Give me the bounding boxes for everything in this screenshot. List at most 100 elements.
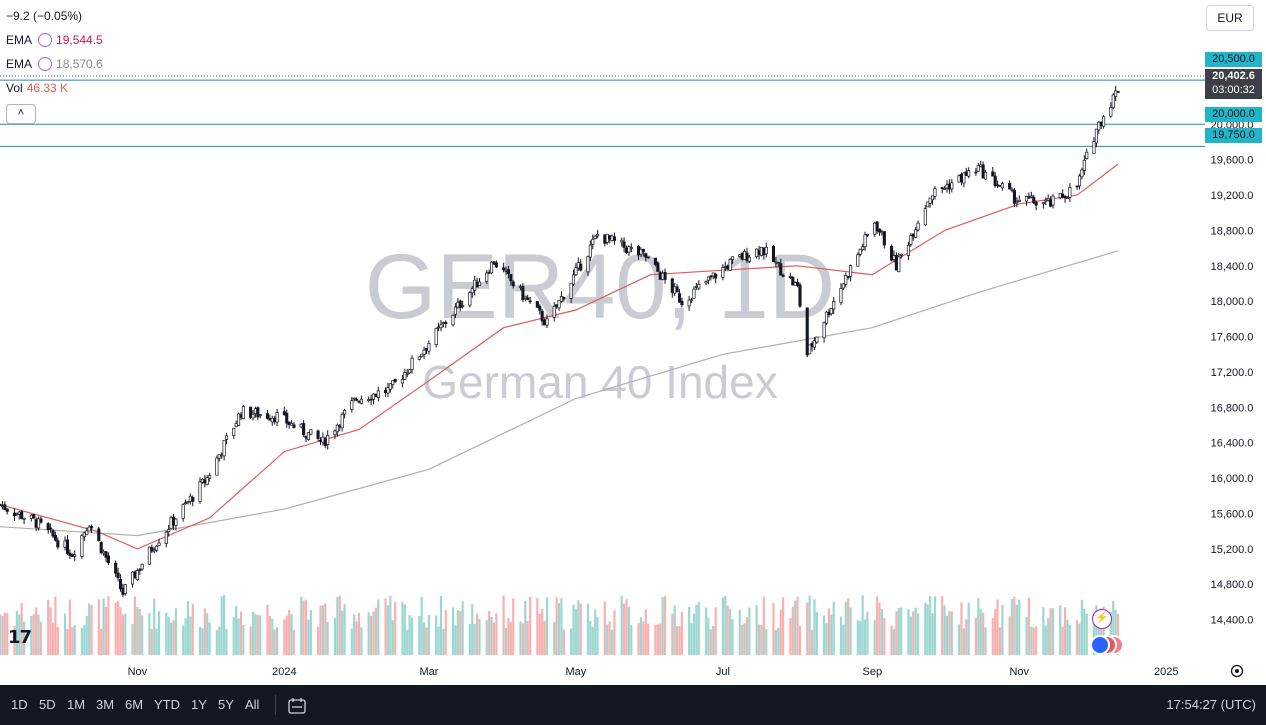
candle-body: [543, 319, 547, 326]
volume-bar: [907, 609, 910, 655]
candle-body: [224, 435, 229, 440]
candle-body: [494, 262, 498, 268]
candle-body: [639, 249, 643, 255]
candle-body: [1049, 199, 1053, 207]
candle-body: [1116, 91, 1120, 93]
candle-body: [976, 165, 980, 172]
candle-body: [656, 262, 660, 272]
volume-bar: [51, 622, 55, 655]
volume-bar: [389, 595, 392, 655]
candle-body: [1008, 183, 1012, 190]
range-5d-button[interactable]: 5D: [39, 697, 56, 712]
candle-body: [458, 300, 462, 308]
volume-bar: [369, 615, 373, 655]
ema-settings-icon[interactable]: [38, 33, 53, 47]
volume-bar: [541, 608, 544, 655]
volume-bar: [1018, 599, 1021, 655]
volume-bar: [172, 620, 175, 655]
candle-body: [1034, 201, 1038, 206]
volume-bar: [208, 622, 211, 655]
volume-bar: [32, 614, 35, 655]
x-tick-label: Nov: [1009, 666, 1029, 678]
y-tick-label: 18,000.0: [1211, 296, 1254, 308]
candle-body: [704, 281, 708, 284]
volume-bar: [1083, 608, 1086, 655]
volume-bar: [35, 607, 38, 655]
y-tick-label: 19,600.0: [1211, 155, 1254, 167]
currency-selector[interactable]: EUR: [1206, 5, 1254, 31]
last-price-value: 20,402.6: [1212, 70, 1255, 82]
volume-bar: [100, 628, 103, 655]
volume-legend[interactable]: Vol 46.33 K: [6, 81, 68, 95]
y-tick-label: 16,400.0: [1211, 438, 1254, 450]
volume-bar: [663, 596, 667, 655]
volume-bar: [167, 616, 170, 655]
price-axis[interactable]: 14,400.0 14,800.0 15,200.0 15,600.0 16,000.0…: [1211, 84, 1254, 627]
candle-body: [393, 378, 397, 383]
volume-bar: [1051, 608, 1055, 655]
volume-bar: [929, 595, 932, 655]
candle-body: [352, 397, 356, 400]
candle-body: [610, 235, 614, 241]
utc-clock[interactable]: 17:54:27 (UTC): [1166, 697, 1256, 712]
collapse-legend-button[interactable]: ˄: [6, 104, 36, 124]
candle-body: [468, 292, 472, 306]
candle-body: [97, 528, 101, 542]
candle-body: [957, 175, 961, 183]
candle-body: [205, 477, 209, 485]
candle-body: [916, 222, 920, 231]
ema-settings-icon[interactable]: [38, 57, 53, 71]
price-chart[interactable]: GER40, 1D German 40 Index 14,400.014,800…: [0, 0, 1266, 685]
volume-bar: [182, 625, 185, 655]
ema-slow-legend[interactable]: EMA 18,570.6: [6, 57, 103, 71]
candle-body: [1075, 185, 1079, 188]
volume-bar: [13, 625, 16, 655]
volume-bar: [490, 616, 493, 655]
candle-body: [258, 414, 262, 416]
range-3m-button[interactable]: 3M: [96, 697, 115, 712]
calendar-range-icon[interactable]: [287, 696, 307, 716]
time-axis[interactable]: Nov 2024 Mar May Jul Sep Nov 2025: [128, 666, 1179, 678]
volume-bar: [873, 620, 876, 655]
volume-bar: [63, 613, 67, 655]
range-1y-button[interactable]: 1Y: [191, 697, 207, 712]
volume-bar: [745, 617, 749, 655]
candle-body: [487, 271, 491, 274]
range-6m-button[interactable]: 6M: [125, 697, 144, 712]
volume-bar: [425, 627, 428, 655]
candle-body: [620, 239, 624, 243]
volume-bar: [974, 617, 978, 655]
volume-bar: [1, 615, 4, 655]
volume-bar: [254, 613, 257, 655]
candle-body: [680, 300, 684, 306]
candle-body: [762, 248, 766, 256]
range-5y-button[interactable]: 5Y: [218, 697, 234, 712]
bar-countdown: 03:00:32: [1212, 84, 1255, 96]
volume-bar: [519, 621, 522, 655]
candle-body: [268, 418, 272, 421]
lightning-icon[interactable]: ⚡: [1092, 609, 1112, 629]
level-tag-20000[interactable]: 20,000.0: [1205, 107, 1262, 122]
volume-bar: [341, 610, 344, 655]
candle-body: [755, 248, 759, 258]
level-tag-20500[interactable]: 20,500.0: [1205, 52, 1262, 67]
range-1d-button[interactable]: 1D: [11, 697, 28, 712]
volume-bar: [743, 623, 746, 655]
volume-bar: [73, 624, 76, 655]
candle-body: [441, 322, 445, 324]
horizontal-levels[interactable]: [0, 79, 1205, 147]
tradingview-logo[interactable]: 17: [8, 627, 32, 648]
ema-fast-legend[interactable]: EMA 19,544.5: [6, 33, 103, 47]
level-tag-19750[interactable]: 19,750.0: [1205, 128, 1262, 143]
volume-bar: [288, 609, 291, 655]
economic-event-icon[interactable]: [1090, 635, 1110, 655]
range-1m-button[interactable]: 1M: [67, 697, 86, 712]
candle-body: [400, 379, 404, 384]
settings-icon[interactable]: [1230, 664, 1244, 678]
x-tick-label: Mar: [419, 666, 438, 678]
range-all-button[interactable]: All: [245, 697, 260, 712]
candle-body: [461, 305, 465, 307]
candle-body: [624, 248, 629, 253]
range-ytd-button[interactable]: YTD: [154, 697, 180, 712]
volume-bar: [266, 604, 269, 655]
